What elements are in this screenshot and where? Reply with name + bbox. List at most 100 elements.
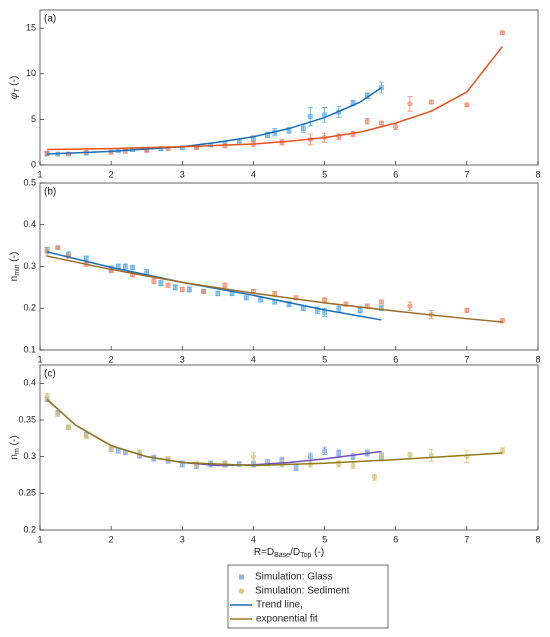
label-part: (-) [9,76,20,89]
point [407,452,413,458]
point [322,297,328,303]
point [130,265,135,270]
label-part: (-) [9,435,20,448]
point [172,285,178,290]
x-tick-label: 8 [535,169,540,179]
label-part: /D [290,547,300,558]
y-tick-label: 0.2 [23,303,36,313]
point [378,299,384,305]
point [350,462,356,468]
y-tick-label: 10 [26,68,36,78]
point [371,474,377,480]
legend-label: Simulation: Glass [255,572,333,583]
point [308,454,313,459]
point [322,310,327,315]
x-tick-label: 3 [180,169,185,179]
point [244,295,249,301]
y-tick-label: 0.1 [23,344,36,354]
point [55,245,61,251]
plot-area [39,364,539,531]
y-axis-label: nmin (-) [9,252,22,282]
legend-marker [239,574,244,580]
label-part: m [14,448,21,454]
point [308,114,313,119]
point [300,126,306,131]
point [499,448,505,454]
trend-line [46,398,503,467]
x-tick-label: 7 [464,534,469,544]
x-tick-label: 4 [251,534,256,544]
point [108,446,114,452]
point [428,99,434,105]
x-tick-label: 5 [322,169,327,179]
point [293,465,299,470]
trend-line [46,251,382,321]
y-tick-label: 15 [26,23,36,33]
x-tick-label: 7 [464,169,469,179]
label-part: φ [9,92,20,99]
x-tick-label: 2 [109,354,114,364]
point [187,287,192,292]
point [499,30,505,36]
x-tick-label: 8 [535,534,540,544]
point [65,424,71,430]
y-tick-label: 0.2 [23,524,36,534]
x-tick-label: 6 [393,354,398,364]
y-tick-label: 0.4 [23,378,36,388]
y-tick-label: 0.3 [23,261,36,271]
y-tick-label: 0.3 [23,451,36,461]
label-part: min [14,264,21,275]
panel-label: (b) [44,187,56,198]
point [300,305,306,311]
legend-label: Simulation: Sediment [255,586,350,597]
label-part: R=D [254,547,274,558]
point [258,297,263,303]
y-tick-label: 0.5 [23,177,36,187]
point [179,145,185,150]
x-tick-label: 6 [393,169,398,179]
label-part: T [14,88,21,93]
point [464,307,470,313]
point [83,433,89,439]
point [357,308,363,313]
x-tick-label: 8 [535,354,540,364]
point [115,448,121,454]
x-tick-label: 1 [37,534,42,544]
point [378,454,384,460]
trend-line [47,86,382,155]
x-tick-label: 4 [251,354,256,364]
y-tick-label: 0.4 [23,219,36,229]
x-tick-label: 5 [322,354,327,364]
point [378,120,384,126]
point [322,448,327,454]
y-tick-label: 0.25 [18,488,36,498]
label-part: n [9,276,20,282]
plot-area [39,182,539,351]
y-tick-label: 5 [31,114,36,124]
point [179,286,185,292]
x-axis-label: R=DBase/DTop (-) [254,547,324,560]
y-tick-label: 0.35 [18,414,36,424]
point [364,118,370,124]
point [165,282,171,288]
x-tick-label: 5 [322,534,327,544]
point [44,394,50,400]
x-tick-label: 2 [109,534,114,544]
trend-line [46,255,503,323]
x-tick-label: 3 [180,354,185,364]
plot-area [39,9,539,166]
legend-label: Trend line, [256,600,303,611]
point [158,280,164,286]
y-axis-label: φT (-) [9,76,22,100]
x-tick-label: 2 [109,169,114,179]
panel-label: (a) [44,14,56,25]
point [393,124,399,130]
point [407,303,413,309]
point [215,291,221,296]
legend-marker [238,588,245,594]
point [236,461,242,467]
y-tick-label: 0 [31,159,36,169]
x-tick-label: 1 [37,169,42,179]
label-part: n [9,454,20,460]
